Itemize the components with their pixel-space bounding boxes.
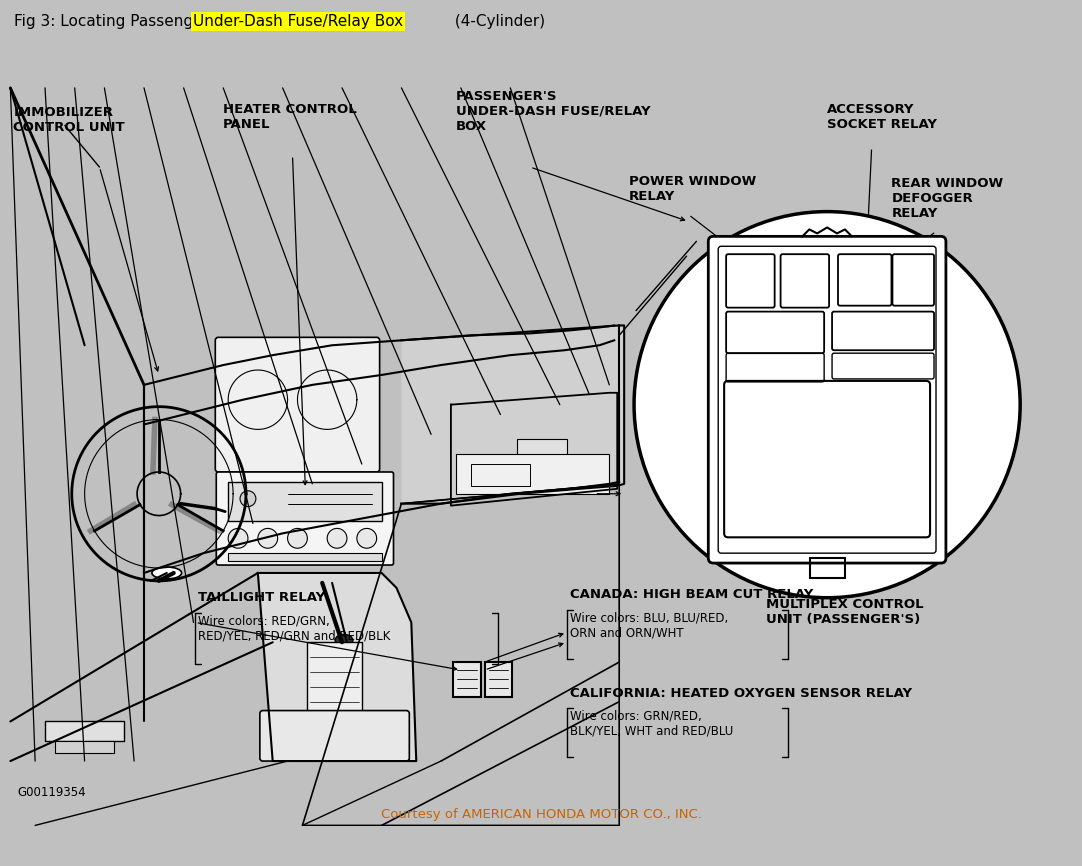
Circle shape — [258, 528, 278, 548]
Circle shape — [327, 528, 347, 548]
Bar — [810, 558, 845, 578]
Bar — [471, 464, 530, 486]
FancyBboxPatch shape — [216, 472, 394, 565]
Circle shape — [228, 528, 248, 548]
Text: Under-Dash Fuse/Relay Box: Under-Dash Fuse/Relay Box — [193, 14, 403, 29]
Bar — [517, 439, 567, 457]
Bar — [453, 662, 480, 697]
Ellipse shape — [151, 567, 182, 578]
Text: HEATER CONTROL
PANEL: HEATER CONTROL PANEL — [223, 103, 357, 131]
Bar — [228, 481, 382, 521]
Circle shape — [288, 528, 307, 548]
Circle shape — [357, 528, 377, 548]
Text: Wire colors: RED/GRN,
RED/YEL, RED/GRN and RED/BLK: Wire colors: RED/GRN, RED/YEL, RED/GRN a… — [198, 615, 391, 643]
Bar — [456, 454, 609, 494]
Text: Wire colors: GRN/RED,
BLK/YEL, WHT and RED/BLU: Wire colors: GRN/RED, BLK/YEL, WHT and R… — [570, 709, 733, 738]
Bar — [485, 662, 512, 697]
Text: Wire colors: BLU, BLU/RED,
ORN and ORN/WHT: Wire colors: BLU, BLU/RED, ORN and ORN/W… — [570, 611, 728, 640]
Circle shape — [634, 211, 1020, 598]
Bar — [45, 721, 124, 741]
Bar — [55, 741, 115, 753]
Text: REAR WINDOW
DEFOGGER
RELAY: REAR WINDOW DEFOGGER RELAY — [892, 177, 1004, 220]
Text: POWER WINDOW
RELAY: POWER WINDOW RELAY — [629, 175, 756, 203]
FancyBboxPatch shape — [709, 236, 946, 563]
Text: CALIFORNIA: HEATED OXYGEN SENSOR RELAY: CALIFORNIA: HEATED OXYGEN SENSOR RELAY — [570, 687, 912, 700]
Text: PASSENGER'S
UNDER-DASH FUSE/RELAY
BOX: PASSENGER'S UNDER-DASH FUSE/RELAY BOX — [456, 90, 650, 132]
Text: Fig 3: Locating Passenger's: Fig 3: Locating Passenger's — [14, 14, 226, 29]
Polygon shape — [401, 326, 624, 504]
FancyBboxPatch shape — [215, 338, 380, 472]
Text: (4-Cylinder): (4-Cylinder) — [450, 14, 545, 29]
Polygon shape — [258, 573, 417, 761]
Bar — [228, 553, 382, 561]
FancyBboxPatch shape — [260, 711, 409, 761]
Text: Courtesy of AMERICAN HONDA MOTOR CO., INC.: Courtesy of AMERICAN HONDA MOTOR CO., IN… — [381, 807, 701, 821]
Text: G00119354: G00119354 — [17, 785, 85, 798]
Text: CANADA: HIGH BEAM CUT RELAY: CANADA: HIGH BEAM CUT RELAY — [570, 588, 813, 601]
Ellipse shape — [335, 634, 353, 646]
Bar — [307, 643, 361, 712]
Text: ACCESSORY
SOCKET RELAY: ACCESSORY SOCKET RELAY — [827, 103, 937, 131]
Text: IMMOBILIZER
CONTROL UNIT: IMMOBILIZER CONTROL UNIT — [13, 106, 124, 133]
Text: MULTIPLEX CONTROL
UNIT (PASSENGER'S): MULTIPLEX CONTROL UNIT (PASSENGER'S) — [766, 598, 923, 626]
Text: TAILLIGHT RELAY: TAILLIGHT RELAY — [198, 591, 326, 604]
Circle shape — [240, 491, 255, 507]
